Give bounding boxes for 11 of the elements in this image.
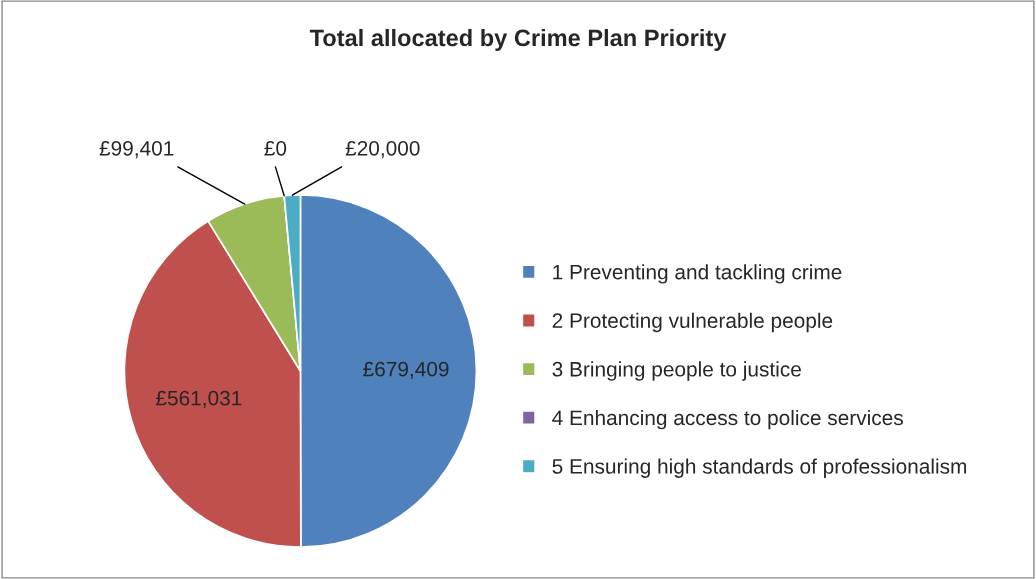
legend-label: 2 Protecting vulnerable people <box>552 312 833 333</box>
chart-title: Total allocated by Crime Plan Priority <box>309 28 727 51</box>
legend-label: 3 Bringing people to justice <box>552 361 801 381</box>
legend-label: 4 Enhancing access to police services <box>552 409 903 430</box>
data-label: £20,000 <box>345 140 420 159</box>
legend-label: 1 Preventing and tackling crime <box>553 264 842 284</box>
data-label: £99,401 <box>99 140 174 159</box>
data-label: £679,409 <box>363 361 449 379</box>
text: £0 <box>264 140 287 156</box>
legend-label: 5 Ensuring high standards of professionalism <box>552 458 967 478</box>
data-label: £561,031 <box>156 390 242 408</box>
